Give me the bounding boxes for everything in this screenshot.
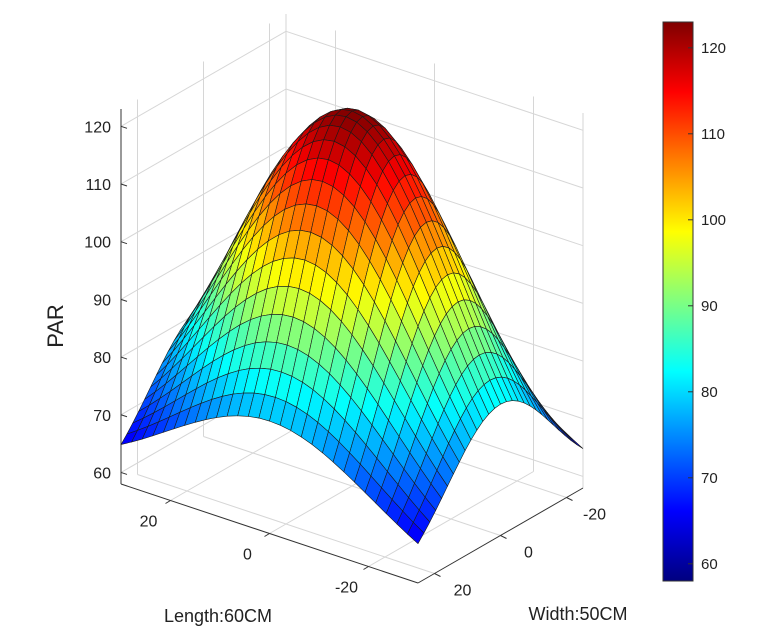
z-tick-label: 70 <box>93 408 111 425</box>
colorbar-gradient <box>662 21 694 582</box>
z-tick-mark <box>120 125 128 129</box>
colorbar-ticks: 60 70 80 90 100 110 120 <box>688 40 726 573</box>
z-tick-label: 90 <box>93 292 111 309</box>
z-tick-mark <box>120 241 128 245</box>
colorbar-tick-label: 80 <box>701 384 718 401</box>
z-tick-mark <box>120 356 128 360</box>
width-tick-label: 20 <box>454 583 472 600</box>
length-tick-label: -20 <box>335 580 358 597</box>
z-tick-label: 100 <box>84 235 111 252</box>
z-tick-mark <box>120 414 128 418</box>
width-tick-mark <box>566 497 573 501</box>
surface-patch <box>407 521 425 545</box>
length-tick-mark <box>264 533 270 537</box>
z-tick-mark <box>120 183 128 187</box>
y-axis-label: Width:50CM <box>528 604 627 624</box>
colorbar <box>662 21 694 582</box>
colorbar-tick-label: 120 <box>701 40 726 57</box>
z-tick-label: 120 <box>84 119 111 136</box>
width-tick-label: 0 <box>524 545 533 562</box>
colorbar-tick-label: 110 <box>701 126 725 143</box>
length-tick-mark <box>363 566 369 570</box>
grid-line <box>137 474 435 574</box>
z-tick-label: 110 <box>85 177 111 194</box>
colorbar-tick-label: 90 <box>701 298 718 315</box>
width-tick-mark <box>434 573 441 577</box>
width-tick-mark <box>500 535 507 539</box>
surface-mesh <box>120 107 584 545</box>
grid-line <box>203 436 501 536</box>
length-tick-label: 0 <box>243 547 252 564</box>
length-tick-mark <box>165 500 171 504</box>
x-axis-label: Length:60CM <box>164 606 272 626</box>
length-axis-ticks: 20 0 -20 <box>140 500 369 597</box>
z-axis-ticks: 60 70 80 90 100 110 120 <box>84 119 128 482</box>
colorbar-tick-label: 60 <box>701 556 718 573</box>
width-axis-ticks: -20 0 20 <box>434 497 606 600</box>
length-tick-label: 20 <box>140 514 158 531</box>
width-tick-label: -20 <box>583 507 606 524</box>
z-axis-label: PAR <box>43 304 68 348</box>
z-tick-mark <box>120 298 128 302</box>
colorbar-tick-label: 100 <box>701 212 726 229</box>
colorbar-tick-label: 70 <box>701 470 718 487</box>
z-tick-label: 60 <box>93 465 111 482</box>
z-tick-label: 80 <box>93 350 111 367</box>
z-tick-mark <box>120 471 128 475</box>
